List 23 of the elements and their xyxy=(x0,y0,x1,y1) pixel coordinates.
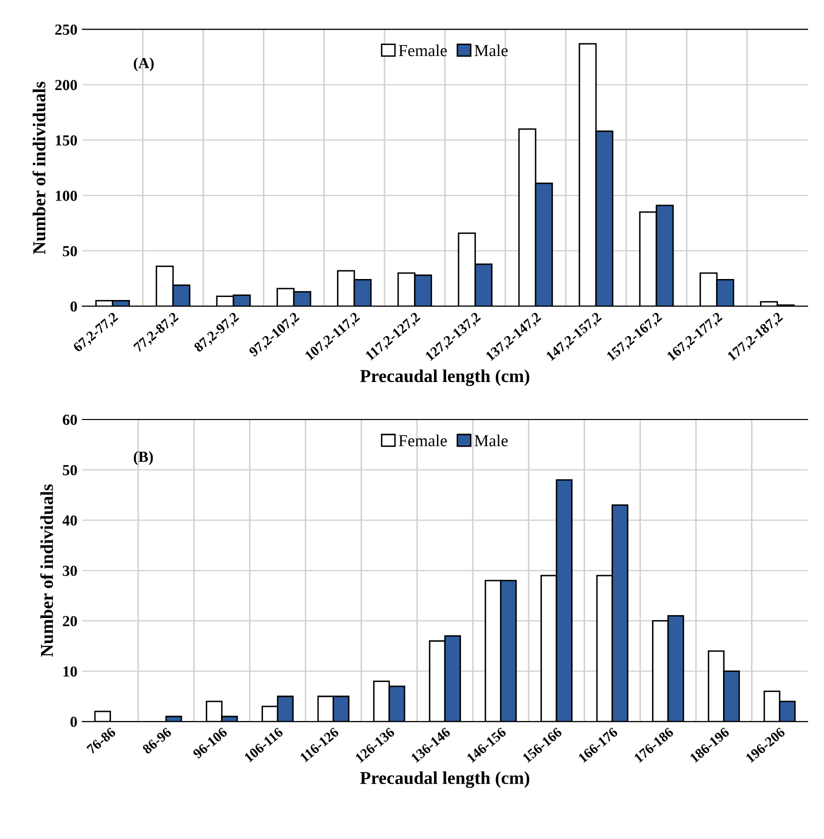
legend-label: Male xyxy=(474,44,508,56)
y-tick-label: 250 xyxy=(55,24,77,35)
legend-label: Female xyxy=(398,44,447,56)
y-tick-label: 150 xyxy=(56,135,77,146)
y-tick-label: 60 xyxy=(62,414,77,425)
x-axis-title: Precaudal length (cm) xyxy=(360,369,530,386)
y-tick-label: 200 xyxy=(55,80,77,90)
y-tick-label: 40 xyxy=(62,515,77,526)
y-tick-label: 0 xyxy=(70,716,77,727)
legend-label: Male xyxy=(474,434,508,446)
annotation: (A) xyxy=(134,58,154,72)
legend-label: Female xyxy=(398,434,447,446)
y-tick-label: 50 xyxy=(62,246,77,256)
y-tick-label: 100 xyxy=(56,190,77,201)
y-axis-title: Number of individuals xyxy=(32,82,46,254)
y-axis-title: Number of individuals xyxy=(40,484,54,657)
y-tick-label: 0 xyxy=(70,301,77,312)
y-tick-label: 10 xyxy=(63,666,77,677)
y-tick-label: 30 xyxy=(62,566,77,576)
annotation: (B) xyxy=(134,451,153,466)
y-tick-label: 20 xyxy=(62,616,77,626)
x-axis-title: Precaudal length (cm) xyxy=(360,771,530,788)
y-tick-label: 50 xyxy=(62,464,77,476)
